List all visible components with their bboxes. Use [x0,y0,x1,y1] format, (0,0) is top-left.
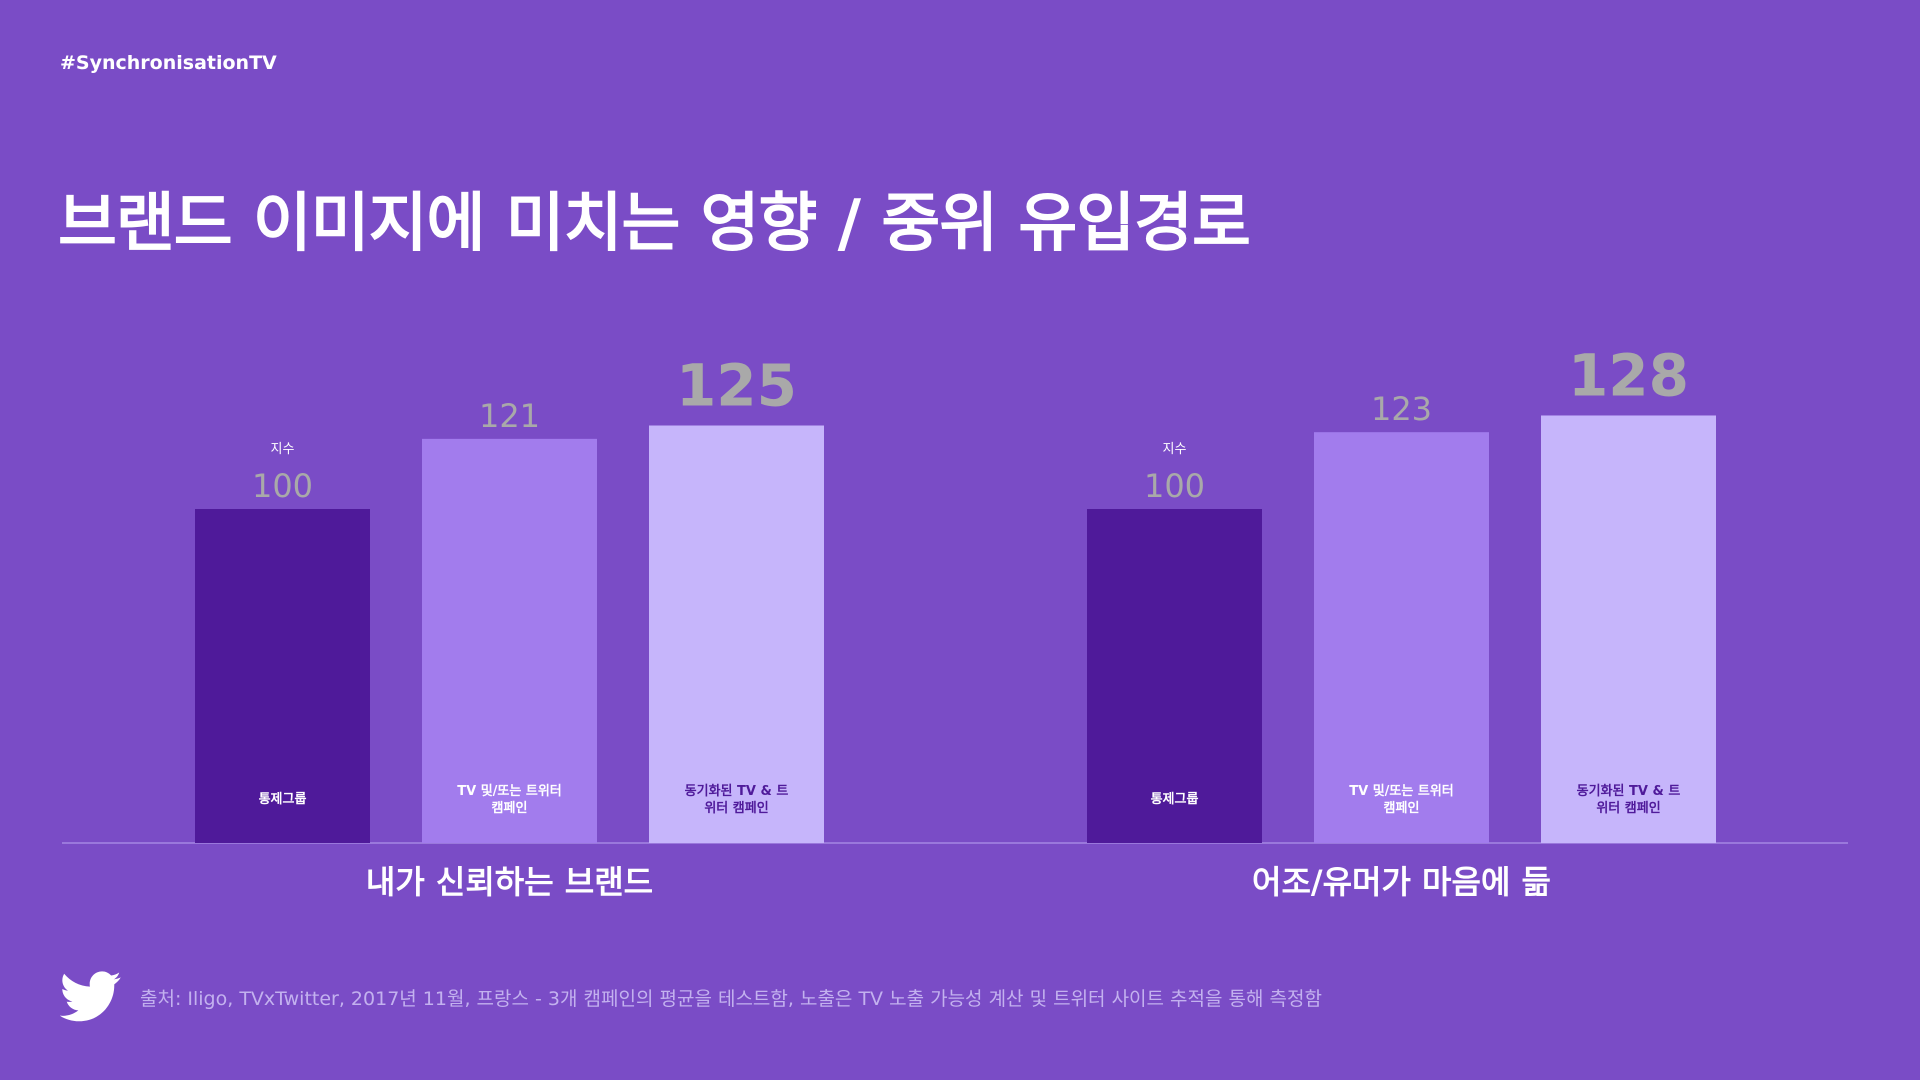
bar-g0-b1 [422,438,597,843]
page-title: 브랜드 이미지에 미치는 영향 / 중위 유입경로 [58,187,1251,261]
category-label-g1-b0-l0: 통제그룹 [1151,791,1199,807]
category-label-g0-b1-l1: 캠페인 [492,800,528,816]
category-label-g1-b2-l1: 위터 캠페인 [1596,800,1660,816]
value-label-g1-b2: 128 [1568,341,1689,409]
group-label-0: 내가 신뢰하는 브랜드 [366,863,653,901]
value-label-g0-b0: 100 [252,467,313,505]
index-label-g0: 지수 [271,442,295,457]
bar-g0-b2 [649,425,824,843]
category-label-g0-b1-l0: TV 및/또는 트위터 [457,783,562,799]
source-note: 출처: Iligo, TVxTwitter, 2017년 11월, 프랑스 - … [140,987,1322,1010]
category-label-g1-b1-l1: 캠페인 [1384,800,1420,816]
bar-g1-b0 [1087,509,1262,843]
category-label-g1-b1-l0: TV 및/또는 트위터 [1349,783,1454,799]
category-label-g0-b0-l0: 통제그룹 [259,791,307,807]
bar-g1-b2 [1541,415,1716,843]
category-label-g0-b2-l1: 위터 캠페인 [704,800,768,816]
index-label-g1: 지수 [1163,442,1187,457]
twitter-bird-icon [60,971,121,1022]
bar-g1-b1 [1314,432,1489,843]
group-label-1: 어조/유머가 마음에 듦 [1252,863,1551,901]
footer: 출처: Iligo, TVxTwitter, 2017년 11월, 프랑스 - … [60,970,1322,1024]
value-label-g0-b2: 125 [676,352,797,420]
hashtag: #SynchronisationTV [60,52,277,74]
category-label-g1-b2-l0: 동기화된 TV & 트 [1577,783,1681,799]
value-label-g1-b1: 123 [1371,390,1432,428]
value-label-g1-b0: 100 [1144,467,1205,505]
category-label-g0-b2-l0: 동기화된 TV & 트 [685,783,789,799]
value-label-g0-b1: 121 [479,397,540,435]
bar-g0-b0 [195,509,370,843]
